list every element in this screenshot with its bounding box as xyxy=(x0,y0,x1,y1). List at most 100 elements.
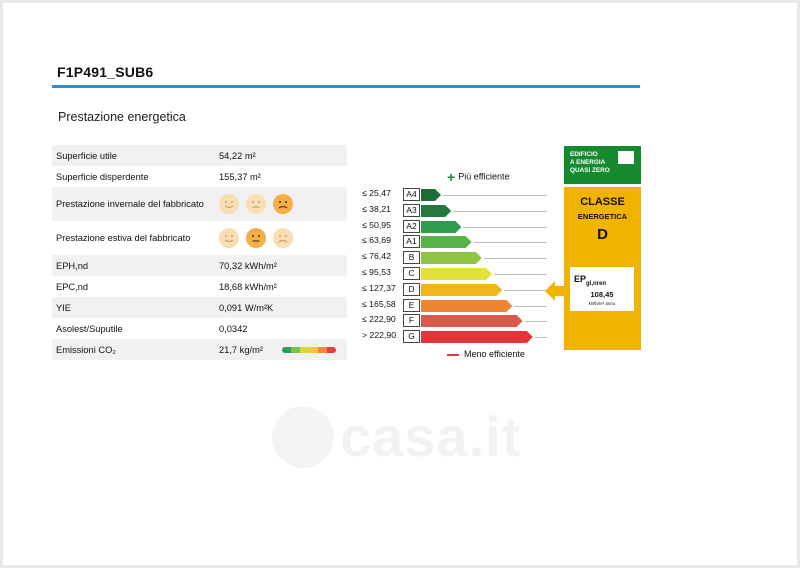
energy-properties-table: Superficie utile 54,22 m² Superficie dis… xyxy=(52,145,347,360)
class-arrow-a1 xyxy=(421,236,472,249)
property-value: 0,0342 xyxy=(215,318,347,339)
property-label: EPC,nd xyxy=(52,276,215,297)
property-value: 155,37 m² xyxy=(215,166,347,187)
class-arrow-a4 xyxy=(421,189,441,201)
energy-class-scale: + Più efficiente Meno efficiente ≤ 25,47 A… xyxy=(357,165,647,365)
property-label: Prestazione estiva del fabbricato xyxy=(52,221,215,255)
class-arrow-g xyxy=(421,331,533,344)
class-threshold: ≤ 222,90 xyxy=(362,314,396,325)
table-row: EPH,nd 70,32 kWh/m² xyxy=(52,255,347,276)
energy-class-letter: D xyxy=(597,226,608,243)
property-label: Emissioni CO₂ xyxy=(52,339,215,360)
ep-unit: kWh/m² anno xyxy=(588,301,616,306)
property-value: 18,68 kWh/m² xyxy=(215,276,347,297)
class-threshold: ≤ 63,69 xyxy=(362,235,391,246)
co2-scale-segment xyxy=(281,347,291,354)
neutral-face-icon xyxy=(246,194,266,214)
co2-scale-segment xyxy=(317,347,327,354)
neutral-face-icon xyxy=(246,228,266,248)
property-label: Superficie utile xyxy=(52,145,215,166)
sad-face-icon xyxy=(273,194,293,214)
table-row: Asolest/Suputile 0,0342 xyxy=(52,318,347,339)
class-code: D xyxy=(403,282,420,296)
property-label: Superficie disperdente xyxy=(52,166,215,187)
property-label: Prestazione invernale del fabbricato xyxy=(52,187,215,221)
class-threshold: ≤ 38,21 xyxy=(362,203,391,214)
table-row: Prestazione estiva del fabbricato xyxy=(52,221,347,255)
class-code: A4 xyxy=(403,188,420,201)
co2-scale-bar xyxy=(281,347,336,354)
energy-class-panel: CLASSE ENERGETICA D EPgl,nren 108,45 kWh… xyxy=(564,187,641,350)
class-arrow-a3 xyxy=(421,204,452,217)
class-arrow-f xyxy=(421,315,523,328)
class-guide-line xyxy=(524,321,547,323)
class-code: C xyxy=(403,267,420,280)
sad-face-icon xyxy=(273,228,293,248)
class-threshold: ≤ 165,58 xyxy=(362,298,396,309)
class-code: E xyxy=(403,298,420,312)
property-value: 21,7 kg/m² xyxy=(219,344,263,355)
class-guide-line xyxy=(504,289,547,291)
table-row: YIE 0,091 W/m²K xyxy=(52,297,347,318)
table-row: Emissioni CO₂ 21,7 kg/m² xyxy=(52,339,347,360)
class-threshold: ≤ 50,95 xyxy=(362,219,391,230)
title-divider xyxy=(52,85,640,88)
property-value: 54,22 m² xyxy=(215,145,347,166)
class-guide-line xyxy=(483,258,547,260)
class-code: A3 xyxy=(403,203,420,217)
co2-emissions-cell: 21,7 kg/m² xyxy=(215,339,347,360)
nzeb-badge: EDIFICIO A ENERGIA QUASI ZERO xyxy=(564,146,641,184)
happy-face-icon xyxy=(219,228,239,248)
ep-index-box: EPgl,nren 108,45 kWh/m² anno xyxy=(570,267,634,311)
class-code: G xyxy=(403,330,420,344)
class-threshold: ≤ 95,53 xyxy=(362,267,391,277)
class-arrow-d xyxy=(421,283,503,296)
class-guide-line xyxy=(473,242,547,244)
property-label: YIE xyxy=(52,297,215,318)
section-title: Prestazione energetica xyxy=(58,110,186,124)
property-label: Asolest/Suputile xyxy=(52,318,215,339)
minus-icon xyxy=(447,353,459,356)
document-title: F1P491_SUB6 xyxy=(57,64,154,80)
table-row: Prestazione invernale del fabbricato xyxy=(52,187,347,221)
co2-scale-segment xyxy=(308,347,318,354)
class-code: B xyxy=(403,251,420,265)
class-code: A2 xyxy=(403,219,420,233)
class-arrow-e xyxy=(421,299,513,312)
plus-icon: + xyxy=(447,169,456,185)
classe-title: CLASSE xyxy=(580,196,625,208)
class-guide-line xyxy=(453,210,547,212)
class-guide-line xyxy=(534,337,547,339)
ep-value: 108,45 xyxy=(590,290,614,299)
co2-scale-segment xyxy=(299,347,309,354)
class-guide-line xyxy=(514,305,547,307)
class-threshold: ≤ 25,47 xyxy=(362,188,391,198)
class-threshold: ≤ 76,42 xyxy=(362,251,391,262)
property-label: EPH,nd xyxy=(52,255,215,276)
classe-subtitle: ENERGETICA xyxy=(577,212,628,221)
more-efficient-legend: + Più efficiente xyxy=(447,169,510,185)
table-row: Superficie utile 54,22 m² xyxy=(52,145,347,166)
house-logo-icon xyxy=(272,406,334,468)
table-row: Superficie disperdente 155,37 m² xyxy=(52,166,347,187)
class-code: F xyxy=(403,314,420,328)
class-arrow-a2 xyxy=(421,220,462,233)
happy-face-icon xyxy=(219,194,239,214)
summer-performance-rating xyxy=(215,221,347,255)
class-pointer-arrow xyxy=(545,281,565,301)
property-value: 70,32 kWh/m² xyxy=(215,255,347,276)
property-value: 0,091 W/m²K xyxy=(215,297,347,318)
less-efficient-legend: Meno efficiente xyxy=(447,349,525,359)
watermark: casa.it xyxy=(272,390,520,480)
class-arrow-c xyxy=(421,268,492,280)
co2-scale-segment xyxy=(326,347,336,354)
class-arrow-b xyxy=(421,252,482,265)
class-guide-line xyxy=(463,226,547,228)
co2-scale-segment xyxy=(290,347,300,354)
table-row: EPC,nd 18,68 kWh/m² xyxy=(52,276,347,297)
class-guide-line xyxy=(443,195,547,196)
class-threshold: ≤ 127,37 xyxy=(362,282,396,293)
class-code: A1 xyxy=(403,235,420,249)
class-threshold: > 222,90 xyxy=(362,330,397,341)
class-guide-line xyxy=(494,274,547,275)
